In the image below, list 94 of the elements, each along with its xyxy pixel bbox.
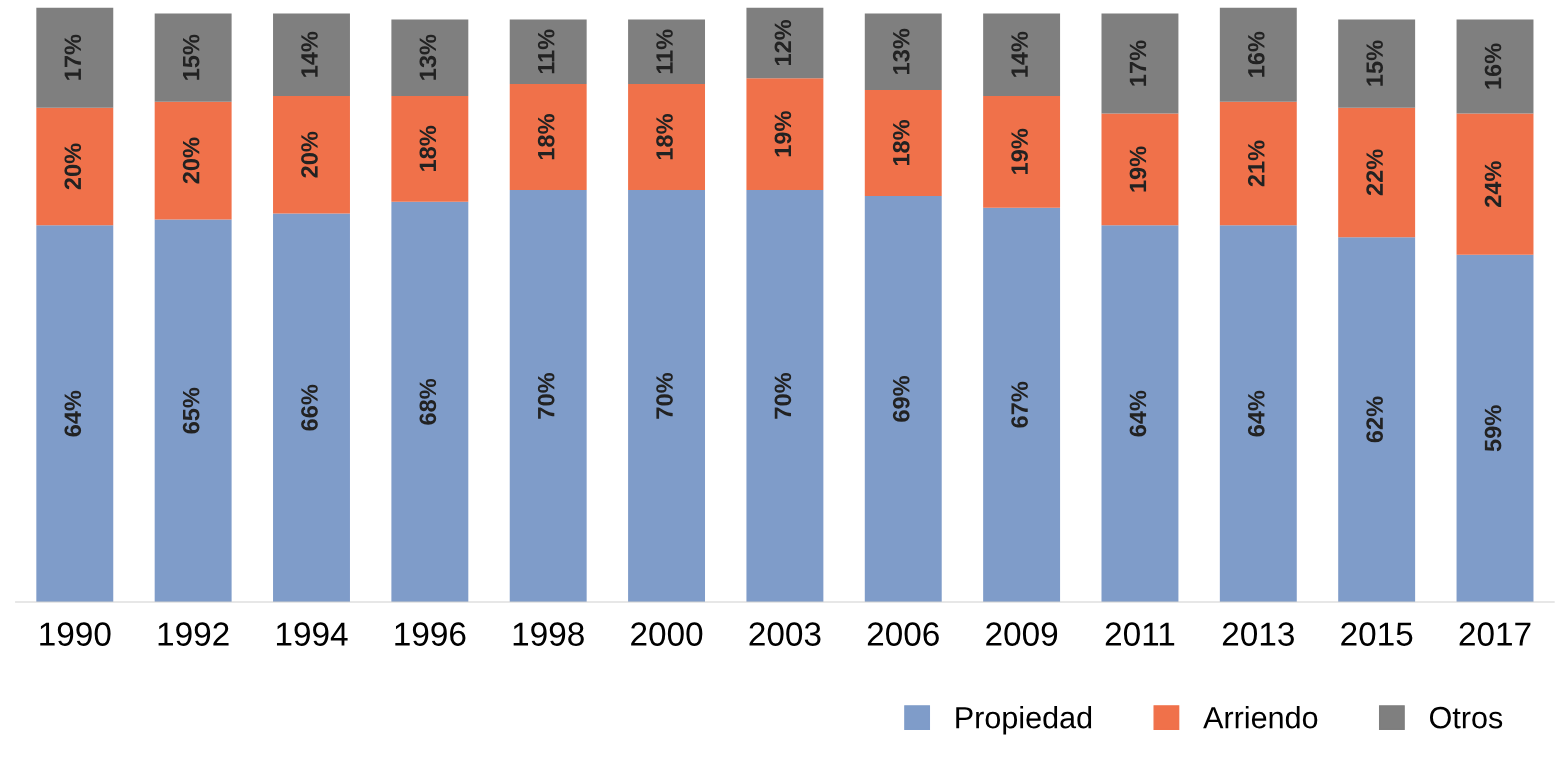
- bar: [746, 7, 824, 79]
- data-label: 64%: [1247, 390, 1265, 437]
- bar: [1219, 7, 1297, 102]
- bar: [391, 201, 469, 602]
- x-tick-label: 2000: [631, 622, 703, 646]
- bar: [1101, 225, 1179, 602]
- legend-label: Arriendo: [1203, 706, 1318, 729]
- x-tick-label: 1992: [158, 622, 229, 646]
- data-label: 70%: [656, 373, 673, 419]
- x-tick-label: 1994: [276, 622, 348, 646]
- x-tick-label: 2009: [986, 622, 1058, 646]
- data-label: 67%: [1011, 381, 1028, 428]
- bar: [273, 213, 350, 602]
- data-label: 69%: [892, 375, 910, 422]
- data-label: 18%: [537, 114, 555, 160]
- bar: [36, 7, 114, 108]
- x-tick-label: 2015: [1341, 622, 1413, 646]
- data-label: 65%: [182, 387, 200, 434]
- bar: [746, 78, 824, 191]
- data-label: 21%: [1247, 140, 1265, 187]
- bar: [1456, 113, 1534, 255]
- data-label: 11%: [537, 29, 555, 74]
- data-label: 70%: [537, 373, 555, 419]
- data-label: 16%: [1247, 31, 1265, 77]
- bar: [509, 190, 587, 602]
- bar: [746, 190, 824, 602]
- data-label: 59%: [1484, 405, 1502, 452]
- bar: [36, 107, 114, 226]
- data-label: 16%: [1484, 43, 1502, 89]
- bar: [864, 13, 942, 91]
- bar: [1219, 101, 1297, 226]
- bar: [391, 95, 469, 202]
- bar: [983, 95, 1061, 208]
- bar: [628, 190, 706, 602]
- bar: [983, 13, 1061, 96]
- bar: [154, 219, 232, 602]
- x-tick-label: 1990: [40, 622, 111, 646]
- data-label: 13%: [892, 28, 910, 74]
- data-label: 13%: [419, 34, 437, 80]
- x-tick-label: 1998: [513, 622, 584, 646]
- x-tick-label: 2011: [1105, 622, 1175, 646]
- data-label: 20%: [182, 137, 200, 184]
- data-label: 12%: [774, 19, 792, 66]
- data-label: 22%: [1366, 149, 1383, 196]
- bar: [1219, 225, 1297, 602]
- data-label: 64%: [1129, 390, 1147, 437]
- data-label: 70%: [774, 373, 792, 419]
- data-label: 17%: [1129, 40, 1147, 86]
- x-tick-label: 1996: [395, 622, 466, 646]
- bar: [1456, 19, 1534, 114]
- data-label: 18%: [656, 114, 673, 160]
- bar: [1338, 107, 1416, 238]
- data-label: 11%: [656, 29, 673, 74]
- data-label: 20%: [64, 143, 82, 190]
- bar: [983, 207, 1061, 602]
- bar: [1338, 237, 1416, 602]
- data-label: 17%: [64, 34, 82, 80]
- bar: [628, 19, 706, 85]
- bar: [864, 195, 942, 602]
- data-label: 18%: [419, 125, 437, 171]
- data-label: 19%: [1129, 146, 1147, 192]
- bar: [628, 84, 706, 191]
- bar: [509, 84, 587, 191]
- data-label: 15%: [182, 34, 200, 80]
- x-tick-label: 2006: [867, 622, 939, 646]
- data-label: 14%: [301, 31, 318, 77]
- bar: [154, 13, 232, 102]
- data-label: 66%: [301, 384, 318, 431]
- data-label: 18%: [892, 119, 910, 166]
- x-tick-label: 2003: [749, 622, 821, 646]
- data-label: 15%: [1366, 40, 1383, 86]
- bar: [864, 90, 942, 196]
- bar: [1101, 13, 1179, 114]
- data-label: 24%: [1484, 161, 1502, 207]
- data-label: 20%: [301, 131, 318, 178]
- bar: [36, 225, 114, 602]
- x-tick-label: 2013: [1222, 622, 1294, 646]
- data-label: 14%: [1011, 31, 1028, 77]
- bar: [391, 19, 469, 96]
- legend-label: Propiedad: [956, 706, 1092, 735]
- data-label: 68%: [419, 378, 437, 425]
- bar: [273, 13, 350, 96]
- bar: [154, 101, 232, 220]
- data-label: 19%: [774, 111, 792, 157]
- bar: [1338, 19, 1416, 108]
- data-label: 19%: [1011, 128, 1028, 174]
- bar: [1456, 254, 1534, 602]
- x-tick-label: 2017: [1459, 622, 1531, 646]
- data-label: 62%: [1366, 396, 1383, 443]
- bar: [273, 95, 350, 214]
- bar: [509, 19, 587, 85]
- bar: [1101, 113, 1179, 226]
- legend-label: Otros: [1430, 706, 1503, 729]
- data-label: 64%: [64, 390, 82, 437]
